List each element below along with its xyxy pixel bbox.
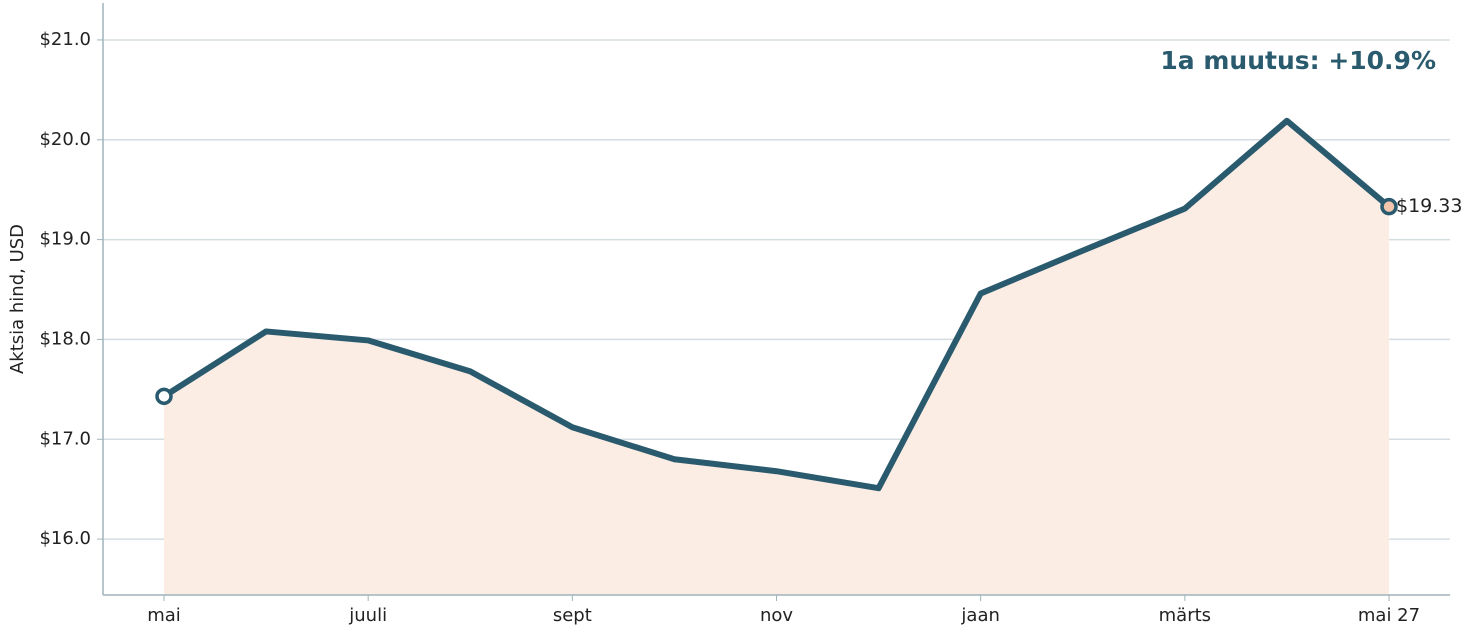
start-marker [155, 387, 173, 406]
y-tick-label: $20.0 [39, 129, 91, 150]
x-tick-label: mai [147, 605, 181, 626]
x-tick-label: jaan [960, 605, 999, 626]
annotation: 1a muutus: +10.9% [1160, 46, 1436, 75]
y-tick-label: $19.0 [39, 229, 91, 250]
y-tick-label: $16.0 [39, 528, 91, 549]
x-tick-label: nov [760, 605, 793, 626]
y-tick-label: $18.0 [39, 328, 91, 349]
y-axis-label: Aktsia hind, USD [7, 224, 28, 374]
end-marker [1380, 197, 1398, 216]
x-tick-label: mai 27 [1358, 605, 1420, 626]
line [162, 117, 1391, 492]
x-tick-label: sept [553, 605, 592, 626]
x-tick-label: märts [1159, 605, 1211, 626]
y-tick-label: $21.0 [39, 29, 91, 50]
y-tick-label: $17.0 [39, 428, 91, 449]
x-tick-label: juuli [348, 605, 387, 626]
value-label: $19.33 [1396, 195, 1462, 217]
area [164, 120, 1389, 595]
